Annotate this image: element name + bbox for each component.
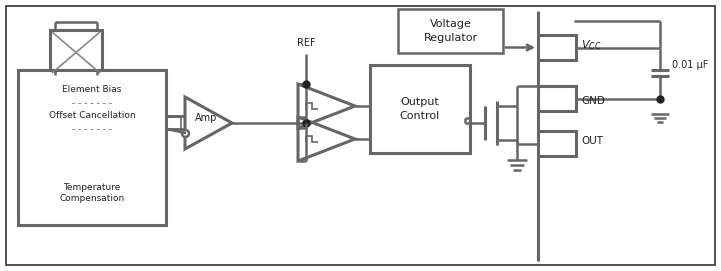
Bar [538, 35, 576, 60]
Bar [398, 9, 503, 53]
Bar [538, 86, 576, 111]
Text: - - - - - - -: - - - - - - - [72, 124, 112, 134]
Text: OUT: OUT [581, 137, 603, 147]
Text: Output
Control: Output Control [400, 97, 440, 121]
Text: Temperature
Compensation: Temperature Compensation [59, 183, 125, 204]
Bar [18, 70, 166, 225]
Bar [50, 30, 102, 75]
Text: - - - - - - -: - - - - - - - [72, 98, 112, 108]
Text: Offset Cancellation: Offset Cancellation [49, 111, 136, 121]
Bar [370, 65, 470, 153]
Text: Voltage
Regulator: Voltage Regulator [423, 20, 477, 43]
Text: Element Bias: Element Bias [62, 85, 122, 95]
Text: 0.01 μF: 0.01 μF [672, 60, 708, 70]
Bar [538, 131, 576, 156]
Text: Amp: Amp [195, 113, 218, 123]
Text: GND: GND [581, 95, 605, 105]
Text: REF: REF [296, 38, 315, 48]
Text: $V_{CC}$: $V_{CC}$ [581, 38, 601, 52]
